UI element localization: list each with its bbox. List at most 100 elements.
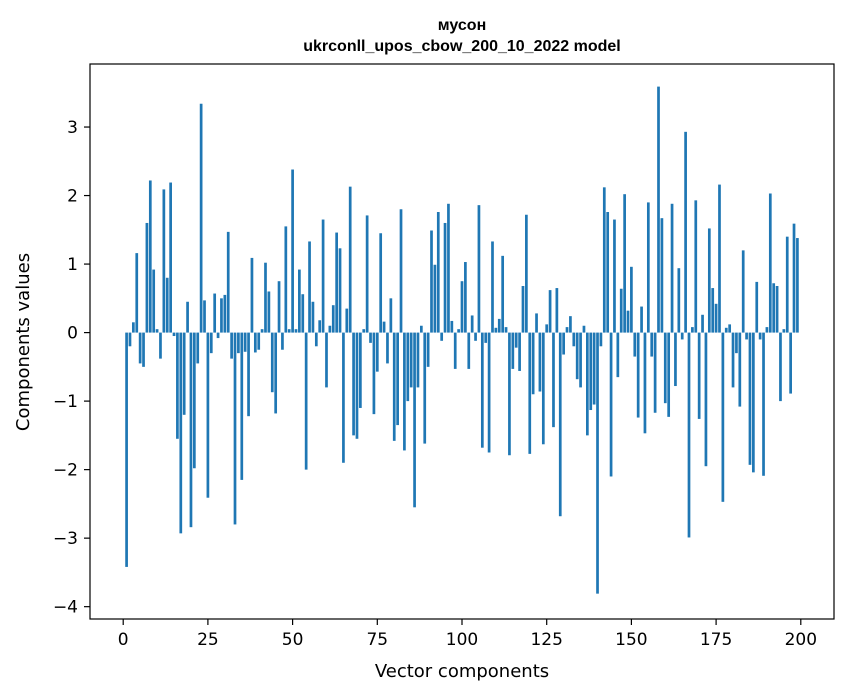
- bar: [152, 269, 156, 333]
- bar: [223, 294, 227, 333]
- bar: [579, 332, 582, 388]
- bar: [545, 324, 549, 333]
- bar: [779, 332, 782, 402]
- bar: [230, 332, 233, 359]
- bar: [748, 332, 752, 465]
- bar: [755, 281, 759, 333]
- bar: [626, 310, 630, 333]
- bar: [741, 250, 745, 333]
- bar: [335, 232, 338, 333]
- bar: [328, 325, 332, 333]
- bar: [155, 329, 159, 333]
- x-tick-label: 150: [615, 630, 647, 650]
- bar: [301, 294, 305, 333]
- bar: [250, 257, 254, 333]
- bar: [714, 303, 718, 333]
- bar: [260, 329, 264, 333]
- bar: [450, 320, 454, 333]
- y-tick-label: −1: [53, 392, 78, 412]
- bar: [338, 248, 342, 333]
- bar: [474, 332, 477, 341]
- bar: [199, 103, 203, 333]
- bar: [575, 332, 579, 380]
- y-tick-label: 2: [67, 187, 78, 207]
- bar: [480, 332, 484, 448]
- bar: [599, 332, 603, 347]
- bar: [409, 332, 413, 388]
- bar: [443, 222, 447, 333]
- bar: [179, 332, 183, 534]
- bar: [508, 332, 511, 456]
- bar: [277, 281, 281, 333]
- bar: [382, 321, 386, 333]
- bar: [562, 332, 565, 355]
- bar: [257, 332, 261, 350]
- bar: [775, 286, 779, 333]
- bar: [728, 324, 732, 333]
- bar: [511, 332, 515, 369]
- bar: [484, 332, 488, 343]
- bar: [399, 209, 403, 333]
- bar: [606, 212, 610, 333]
- bar: [291, 169, 294, 333]
- chart-subtitle: ukrconll_upos_cbow_200_10_2022 model: [303, 38, 620, 55]
- bar: [619, 288, 623, 333]
- bar: [785, 236, 789, 333]
- bar: [518, 332, 521, 371]
- bar: [782, 329, 786, 333]
- bar: [531, 332, 535, 395]
- bar: [331, 305, 335, 333]
- bar: [308, 241, 311, 333]
- bar: [267, 291, 271, 333]
- bar: [765, 327, 769, 333]
- x-tick-label: 75: [366, 630, 388, 650]
- bar: [694, 200, 698, 333]
- bar: [342, 332, 345, 463]
- bar: [135, 253, 139, 333]
- bar: [352, 332, 355, 436]
- bar: [674, 332, 677, 387]
- bar: [565, 327, 569, 333]
- bar: [243, 332, 247, 352]
- bar: [494, 327, 498, 333]
- bar: [270, 332, 274, 393]
- bar: [467, 332, 471, 369]
- bar: [552, 332, 555, 428]
- bar: [602, 187, 606, 333]
- bar: [470, 315, 474, 333]
- bar: [616, 332, 620, 378]
- bar: [792, 223, 796, 333]
- bar: [389, 298, 393, 333]
- bar: [172, 332, 176, 337]
- bar: [203, 300, 206, 333]
- bar: [691, 327, 694, 333]
- bar: [643, 332, 647, 434]
- bar: [233, 332, 237, 525]
- bar: [416, 332, 420, 388]
- bar: [762, 332, 765, 476]
- x-tick-label: 100: [446, 630, 478, 650]
- bar: [609, 332, 613, 477]
- bar: [704, 332, 708, 467]
- bar: [182, 332, 186, 415]
- x-axis-ticks: 0 25 50 75 100 125 150 175 200: [118, 619, 817, 650]
- bar: [735, 332, 738, 354]
- bar: [745, 332, 748, 340]
- bar: [663, 332, 667, 404]
- bar: [650, 332, 654, 357]
- bar: [541, 332, 545, 445]
- bar: [772, 283, 776, 333]
- bar: [487, 332, 491, 453]
- x-tick-label: 0: [118, 630, 129, 650]
- bar: [264, 262, 267, 333]
- bar: [355, 332, 359, 439]
- bar: [504, 327, 508, 333]
- bar: [419, 325, 423, 333]
- bar: [253, 332, 257, 353]
- bar: [294, 329, 298, 333]
- bar: [653, 332, 657, 413]
- bar: [169, 182, 172, 333]
- bar: [413, 332, 416, 508]
- bar: [406, 332, 410, 402]
